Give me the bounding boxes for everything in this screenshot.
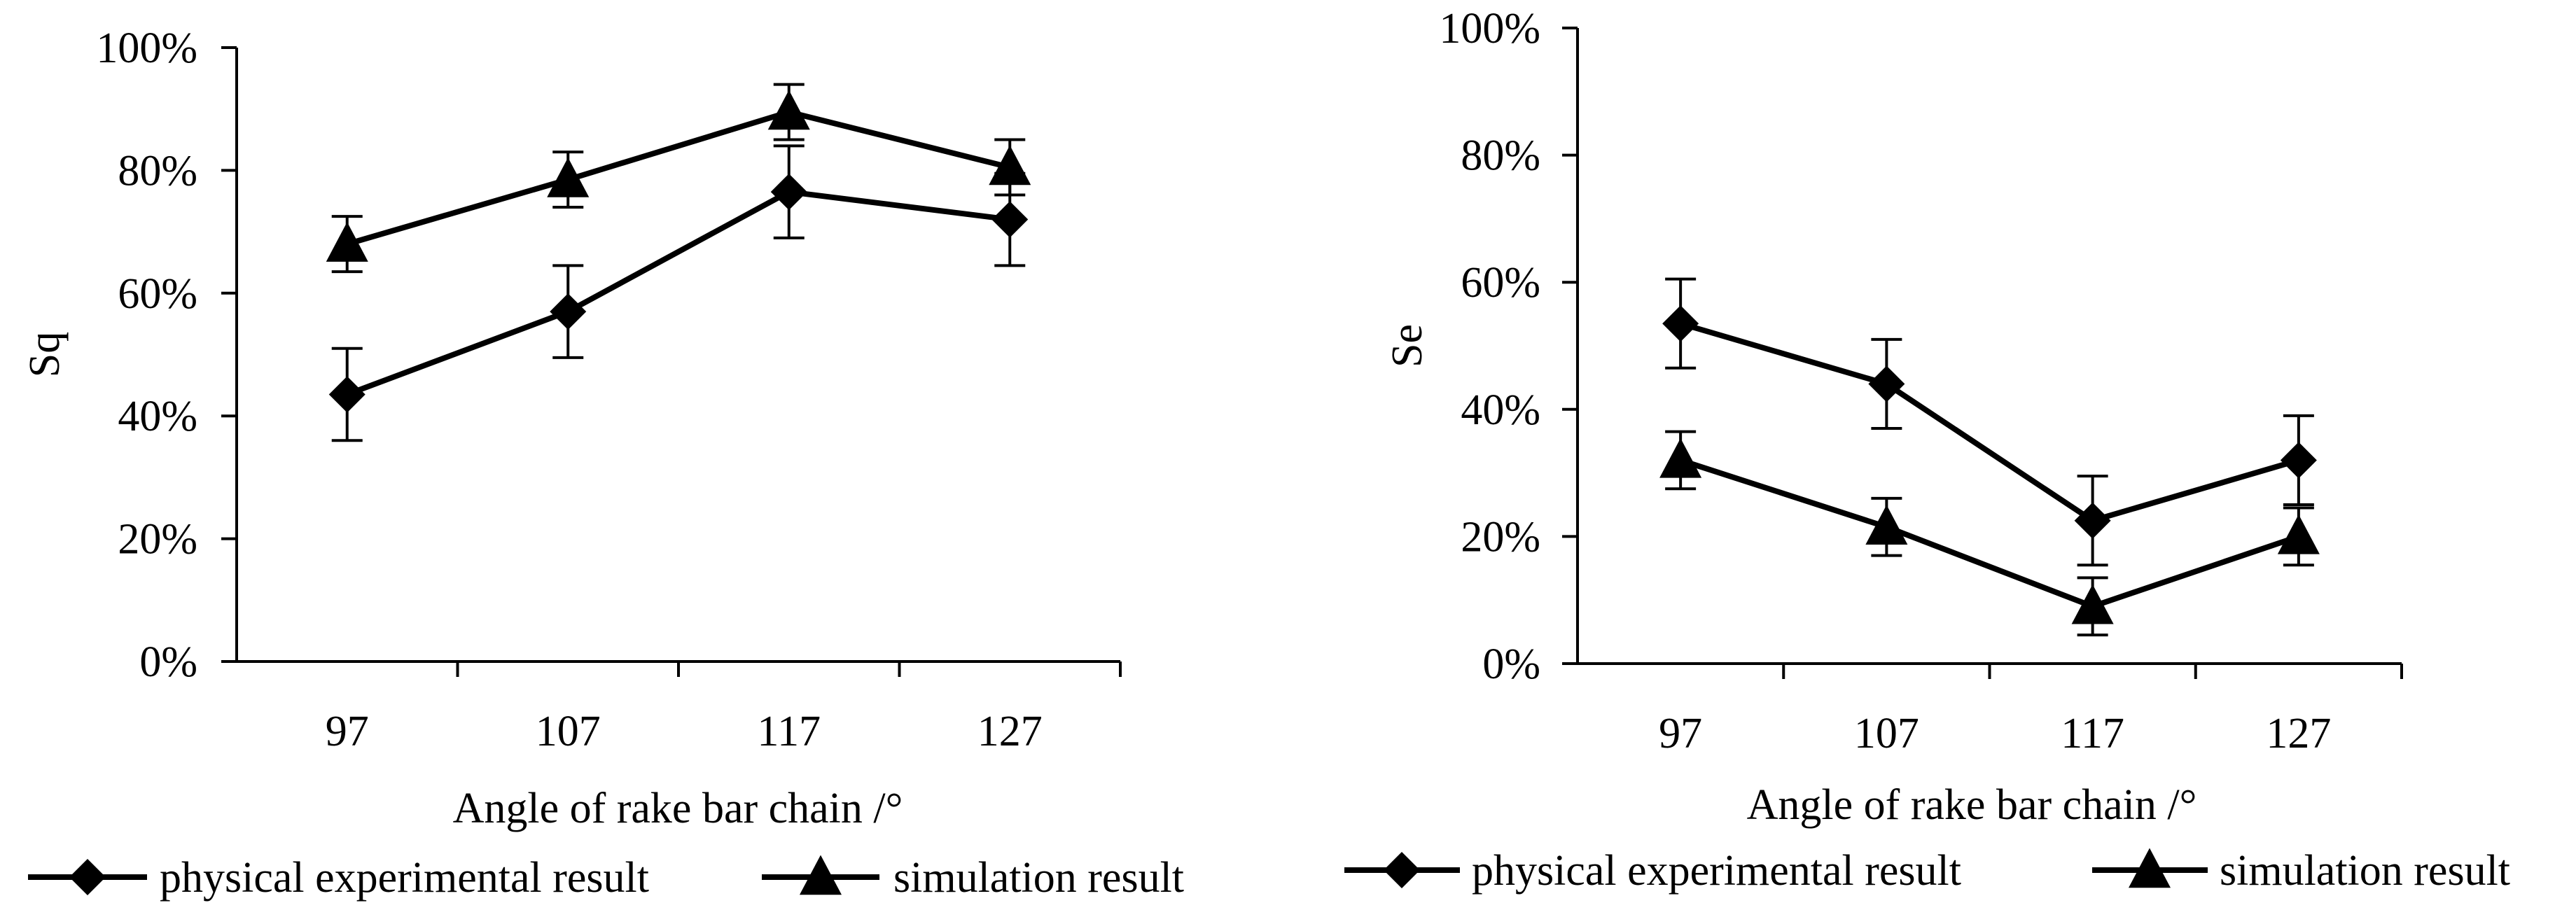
legend-diamond-icon (1384, 852, 1420, 888)
y-axis-title: Se (1384, 324, 1431, 368)
legend-entry: simulation result (762, 854, 1184, 902)
series-line (1679, 457, 2300, 610)
legend-entry: physical experimental result (28, 854, 649, 902)
legend-label: simulation result (893, 854, 1184, 902)
x-tick-label: 107 (1854, 710, 1919, 757)
y-tick-label: 20% (1461, 513, 1540, 561)
legend-triangle-icon (2129, 848, 2171, 888)
series-physical-experimental (328, 144, 1029, 442)
data-point-triangle (2277, 514, 2320, 554)
legend-entry: simulation result (2092, 847, 2510, 895)
data-point-diamond (1868, 365, 1905, 402)
y-tick-label: 0% (139, 638, 197, 686)
data-point-diamond (328, 376, 365, 413)
legend-diamond-icon (69, 859, 106, 895)
series-line (1679, 321, 2300, 524)
data-point-triangle (547, 158, 590, 197)
chart-1: 0% 20% 40% 60% 80% 100% 97 107 117 127 Angle of ra… (21, 24, 1184, 902)
data-point-diamond (2074, 502, 2111, 539)
legend-label: physical experimental result (160, 854, 649, 902)
data-point-triangle (1659, 438, 1702, 478)
y-tick-label: 80% (118, 147, 197, 195)
y-tick-label: 40% (1461, 386, 1540, 434)
y-tick-label: 20% (118, 516, 197, 564)
series-line (346, 109, 1011, 247)
data-point-triangle (989, 145, 1031, 186)
legend-entry: physical experimental result (1344, 847, 1961, 895)
x-tick-label: 107 (536, 708, 601, 755)
data-point-diamond (991, 201, 1029, 238)
data-point-triangle (767, 90, 810, 130)
y-tick-label: 40% (118, 393, 197, 440)
x-axis-title: Angle of rake bar chain /° (1747, 781, 2197, 829)
series-physical-experimental (1662, 277, 2317, 567)
x-tick-label: 97 (326, 708, 369, 755)
x-tick-label: 127 (2266, 710, 2331, 757)
chart-2: 0% 20% 40% 60% 80% 100% 97 107 117 127 Angle of ra… (1344, 5, 2510, 895)
x-tick-label: 117 (2061, 710, 2124, 757)
series-simulation (326, 83, 1031, 274)
x-tick-label: 127 (977, 708, 1043, 755)
legend-label: physical experimental result (1472, 847, 1961, 895)
y-tick-label: 0% (1482, 640, 1540, 688)
legend-label: simulation result (2220, 847, 2510, 895)
data-point-diamond (770, 174, 807, 211)
data-point-diamond (2280, 442, 2317, 479)
series-simulation (1659, 430, 2320, 637)
y-tick-label: 80% (1461, 132, 1540, 180)
data-point-triangle (326, 222, 368, 262)
y-tick-label: 60% (118, 270, 197, 318)
y-tick-label: 60% (1461, 259, 1540, 307)
x-tick-label: 117 (757, 708, 821, 755)
legend-triangle-icon (800, 855, 842, 895)
data-point-triangle (2071, 584, 2114, 624)
data-point-diamond (1662, 305, 1699, 342)
x-tick-label: 97 (1659, 710, 1702, 757)
x-axis-title: Angle of rake bar chain /° (453, 785, 903, 832)
data-point-diamond (550, 293, 587, 330)
y-tick-label: 100% (1439, 5, 1540, 52)
data-point-triangle (1865, 505, 1908, 545)
series-line (346, 189, 1010, 398)
y-tick-label: 100% (96, 24, 197, 72)
y-axis-title: Sq (21, 332, 69, 377)
